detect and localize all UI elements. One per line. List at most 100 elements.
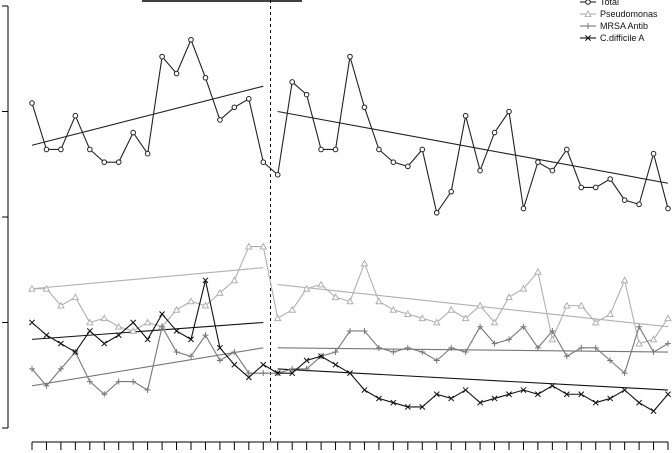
point-2-7	[130, 378, 137, 385]
point-0-26	[405, 163, 411, 170]
point-2-32	[491, 340, 498, 347]
point-2-33	[506, 336, 512, 343]
point-2-35	[534, 344, 541, 351]
point-1-29	[447, 305, 456, 313]
trend-line-3-0	[31, 321, 264, 340]
point-3-6	[115, 332, 122, 339]
point-0-10	[173, 70, 180, 77]
point-2-4	[86, 378, 93, 385]
point-1-15	[244, 242, 253, 250]
point-1-19	[302, 284, 311, 292]
point-3-7	[130, 319, 137, 326]
point-2-29	[448, 344, 455, 351]
point-0-0	[29, 100, 35, 106]
point-0-37	[564, 146, 570, 153]
point-3-24	[375, 395, 382, 402]
point-1-24	[375, 297, 383, 305]
point-0-44	[665, 205, 671, 212]
point-3-39	[592, 399, 599, 406]
point-2-10	[173, 349, 180, 356]
point-0-4	[87, 146, 93, 153]
series-line-0	[31, 38, 669, 215]
point-2-30	[462, 349, 469, 356]
point-0-24	[376, 146, 382, 153]
point-3-14	[231, 361, 238, 368]
point-0-41	[621, 197, 628, 203]
point-0-20	[318, 146, 324, 153]
point-3-41	[621, 387, 628, 393]
point-3-3	[72, 349, 79, 355]
point-3-17	[274, 370, 281, 377]
point-2-15	[245, 370, 252, 377]
point-1-23	[360, 259, 369, 267]
point-1-36	[548, 335, 557, 343]
point-3-42	[636, 399, 643, 406]
point-1-18	[288, 305, 297, 313]
point-1-21	[331, 293, 340, 301]
point-2-2	[57, 365, 64, 372]
point-0-15	[246, 96, 252, 102]
point-1-11	[187, 297, 195, 305]
point-2-9	[159, 323, 166, 330]
point-3-25	[390, 399, 397, 406]
point-0-33	[506, 108, 512, 115]
point-2-0	[29, 365, 35, 372]
point-2-34	[520, 323, 527, 330]
point-2-13	[216, 357, 223, 364]
point-2-11	[188, 353, 194, 360]
point-0-14	[231, 104, 238, 111]
point-1-41	[620, 276, 629, 284]
point-3-4	[86, 327, 93, 334]
point-2-19	[303, 365, 310, 372]
point-3-31	[477, 399, 484, 406]
point-0-42	[636, 201, 642, 208]
point-0-23	[361, 104, 368, 111]
point-0-18	[289, 79, 295, 85]
point-2-37	[563, 353, 570, 360]
point-2-27	[419, 349, 426, 356]
point-2-21	[332, 349, 339, 356]
point-3-20	[318, 353, 325, 360]
point-1-39	[591, 318, 600, 326]
point-0-16	[260, 159, 267, 165]
legend-label-1: Pseudomonas	[600, 9, 658, 19]
point-0-21	[332, 146, 339, 153]
legend-marker-3	[585, 35, 591, 41]
point-1-35	[534, 267, 542, 275]
trend-line-3-1	[277, 368, 669, 391]
point-3-38	[578, 391, 585, 398]
legend-label-3: C.difficile A	[600, 33, 644, 43]
point-1-10	[172, 305, 181, 313]
point-0-29	[448, 188, 454, 195]
point-1-5	[100, 314, 109, 322]
point-3-0	[29, 319, 35, 326]
trend-lines	[31, 85, 669, 391]
point-0-3	[72, 112, 79, 119]
point-3-18	[289, 370, 296, 377]
point-0-43	[650, 150, 657, 157]
point-1-25	[389, 305, 398, 313]
point-2-40	[607, 357, 614, 364]
point-1-22	[346, 297, 354, 305]
series-line-2	[31, 325, 669, 395]
point-1-30	[461, 314, 470, 322]
point-1-37	[562, 301, 571, 309]
point-3-30	[462, 387, 469, 393]
point-3-22	[347, 370, 353, 377]
point-3-36	[549, 382, 556, 389]
point-2-31	[477, 323, 484, 330]
point-2-16	[260, 370, 267, 377]
point-0-9	[159, 53, 165, 60]
legend-marker-2	[585, 23, 591, 29]
legend-label-0: Total	[600, 0, 619, 7]
trend-line-1-1	[277, 283, 669, 328]
point-2-28	[433, 357, 440, 364]
point-2-14	[231, 349, 238, 356]
legend: Total Pseudomonas MRSA Antib C.difficile A	[580, 0, 658, 43]
point-3-1	[43, 332, 50, 339]
point-2-36	[549, 327, 556, 334]
point-1-28	[432, 318, 441, 326]
point-2-22	[347, 327, 353, 334]
point-0-28	[433, 209, 440, 216]
